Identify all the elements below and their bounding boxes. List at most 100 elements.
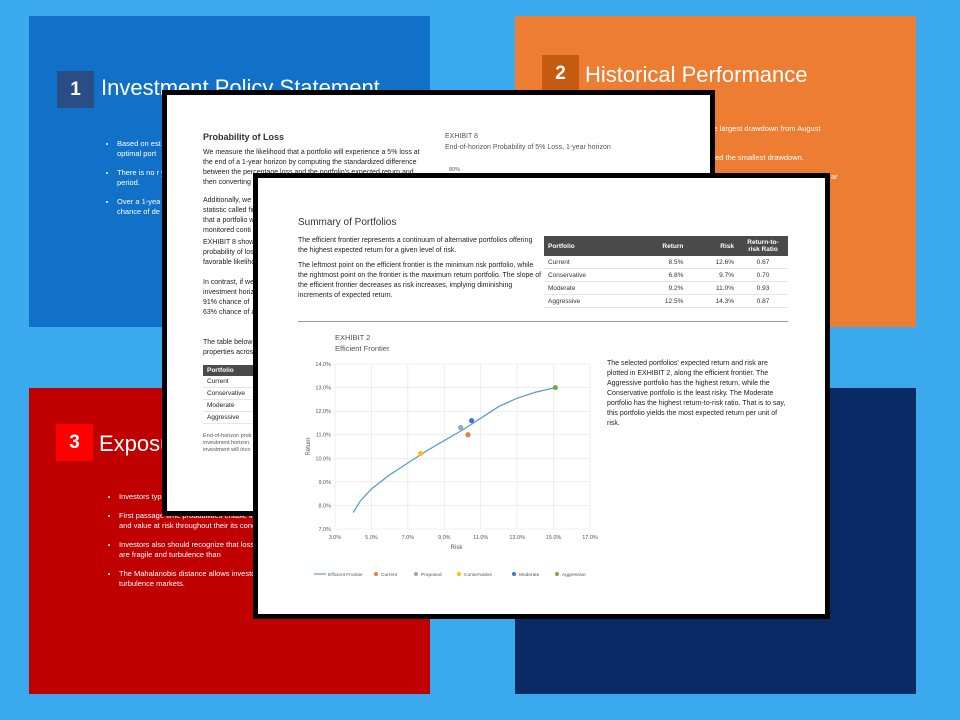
tile-bullet: Based on est optimal port [117,139,177,159]
legend-label: Aggressive [562,572,586,578]
exhibit-label: EXHIBIT 2 [335,333,371,342]
tile-number-badge: 1 [57,71,94,108]
table-cell: 6.8% [631,268,688,282]
table-cell: Current [203,376,263,388]
table-row: Conservative 6.8% 9.7% 0.70 [544,268,788,282]
exhibit-label: EXHIBIT 8 [445,133,478,140]
y-tick-label: 13.0% [315,386,331,392]
table-cell: Aggressive [544,294,632,308]
legend-label: Current [381,572,398,578]
table-header: Return-to-risk Ratio [738,236,788,256]
axis-tick-label: 80% [449,167,461,173]
tile-number-badge: 3 [56,424,93,461]
y-axis-label: Return [306,437,312,455]
portfolio-mini-table: Portfolio Current Conservative Moderate … [203,365,263,424]
table-cell: 12.6% [687,256,738,269]
table-cell: 11.0% [687,281,738,295]
table-cell: Conservative [203,387,263,400]
legend-swatch [457,572,461,576]
paragraph: The leftmost point on the efficient fron… [298,262,542,299]
x-axis-label: Risk [451,545,464,551]
x-tick-label: 15.0% [546,535,562,541]
efficient-frontier-chart: 3.0% 5.0% 7.0% 9.0% 11.0% 13.0% 15.0% 17.0% 7.0%… [306,362,598,578]
x-tick-label: 11.0% [473,535,488,541]
table-cell: 0.87 [738,294,788,308]
tile-bullet-list: t the largest drawdown from August enced… [703,124,913,182]
legend-label: Conservative [464,572,492,578]
tile-bullet: There is no r year period. [117,168,177,188]
table-header: Portfolio [544,236,632,256]
tile-bullet: Investors also should recognize that los… [119,540,289,560]
table-cell: Moderate [544,281,632,295]
legend-swatch [512,572,516,576]
paragraph: The table below properties acros [203,339,254,356]
y-tick-label: 10.0% [315,456,331,462]
data-point-conservative [418,450,424,457]
table-cell: 12.5% [631,294,688,308]
table-cell: Conservative [544,268,632,282]
legend-label: Moderate [519,572,540,578]
tile-title: Exposu [99,431,173,456]
x-tick-label: 3.0% [329,535,342,541]
paragraph: EXHIBIT 8 shows probability of los favor… [203,239,258,266]
table-cell: 8.5% [631,256,688,269]
x-tick-label: 5.0% [365,535,378,541]
tile-bullet: The Mahalanobis distance allows investo … [119,569,289,589]
tile-bullet: ar [831,172,838,181]
data-point-proposed [458,425,464,431]
table-cell: 0.70 [738,268,788,282]
tile-number-badge: 2 [542,55,579,92]
table-cell: 0.67 [738,256,788,269]
table-cell: 9.7% [687,268,738,282]
section-heading: Summary of Portfolios [298,217,397,228]
y-tick-label: 11.0% [316,433,331,439]
paragraph: The selected portfolios' expected return… [607,360,786,427]
tile-bullet: enced the smallest drawdown. [703,153,804,162]
x-tick-label: 9.0% [438,535,451,541]
table-header: Risk [687,236,738,256]
y-tick-label: 7.0% [318,527,331,533]
table-cell: Current [544,256,632,269]
tile-bullet: t the largest drawdown from August [703,124,821,133]
exhibit-title: End-of-horizon Probability of 5% Loss, 1… [445,144,611,151]
table-header: Return [631,236,688,256]
frontier-series-line [352,386,556,513]
paragraph: We measure the likelihood that a portfol… [203,149,420,186]
section-heading: Probability of Loss [203,132,285,142]
table-header: Portfolio [203,365,263,376]
legend-swatch [414,572,418,576]
y-tick-label: 14.0% [315,362,331,368]
document-page-exhibit-2[interactable]: Summary of Portfolios The efficient fron… [253,173,830,619]
table-cell: 14.3% [687,294,738,308]
table-cell: 0.93 [738,281,788,295]
table-cell: Aggressive [203,411,263,424]
legend-label: Proposed [421,572,442,578]
legend-swatch [555,572,559,576]
paragraph: In contrast, if we investment horiz a 91… [203,279,260,316]
tile-title: Historical Performance [585,62,808,87]
table-cell: 9.2% [631,281,688,295]
legend-swatch [374,572,378,576]
data-point-moderate [469,417,475,424]
y-tick-label: 12.0% [315,409,331,415]
portfolio-summary-table: Portfolio Return Risk Return-to-risk Rat… [544,236,788,308]
table-row: Moderate 9.2% 11.0% 0.93 [544,281,788,295]
table-row: Aggressive 12.5% 14.3% 0.87 [544,294,788,308]
table-row: Current 8.5% 12.6% 0.67 [544,256,788,269]
divider [298,321,788,322]
x-tick-label: 7.0% [402,535,415,541]
exhibit-title: Efficient Frontier [335,344,390,353]
tile-bullet-list: Based on est optimal port There is no r … [117,139,177,226]
footnote: End-of-horizon prob investment horizon. … [203,433,252,453]
y-tick-label: 9.0% [318,480,331,486]
x-tick-label: 13.0% [509,535,525,541]
data-point-aggressive [552,384,558,391]
paragraph: Additionally, we statistic called fir th… [203,197,255,234]
paragraph: The efficient frontier represents a cont… [298,237,533,254]
table-cell: Moderate [203,399,263,412]
legend-label: Efficient Frontier [328,572,363,578]
y-tick-label: 8.0% [318,503,331,509]
data-point-current [465,432,471,438]
x-tick-label: 17.0% [582,535,598,541]
tile-bullet: Over a 1-yea chance of de [117,197,177,217]
